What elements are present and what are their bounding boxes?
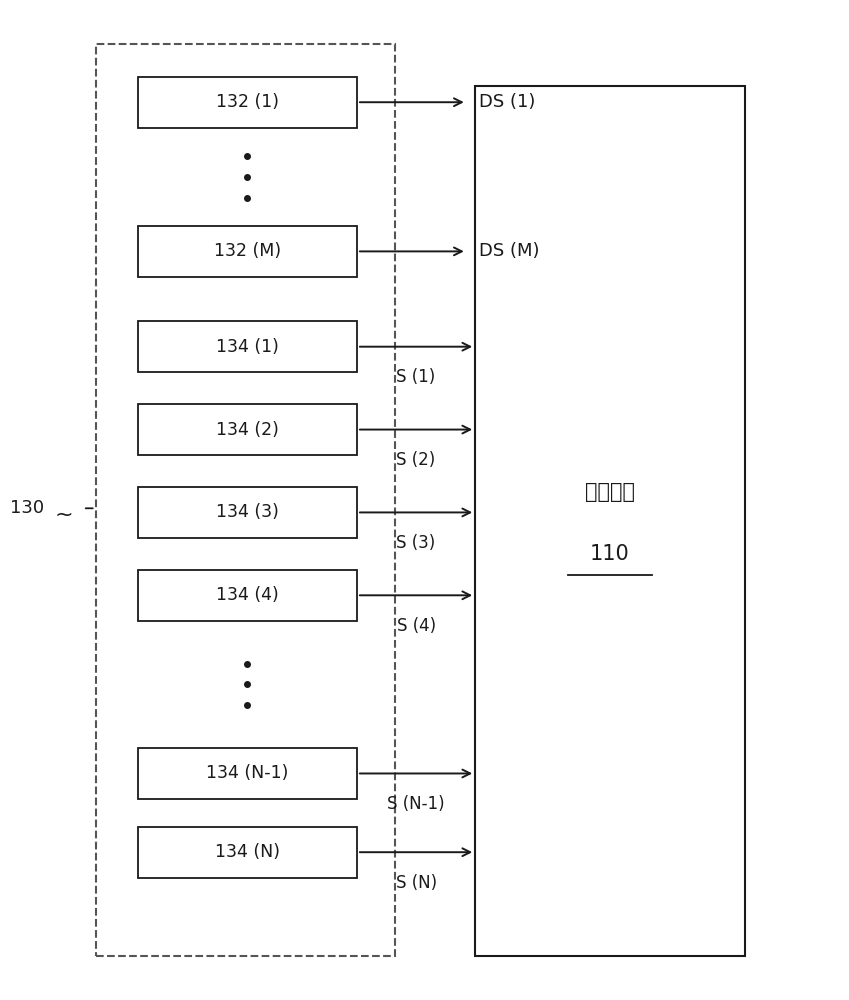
Text: S (2): S (2): [396, 451, 436, 469]
Text: DS (M): DS (M): [480, 242, 540, 260]
Text: S (4): S (4): [396, 617, 436, 635]
Text: S (N-1): S (N-1): [387, 795, 445, 813]
Bar: [138, 404, 357, 455]
Bar: [138, 827, 357, 878]
Text: 134 (N): 134 (N): [215, 843, 280, 861]
Text: DS (1): DS (1): [480, 93, 536, 111]
Bar: [138, 748, 357, 799]
Bar: [138, 226, 357, 277]
Text: 134 (4): 134 (4): [216, 586, 278, 604]
Bar: [475, 86, 745, 956]
Text: 134 (N-1): 134 (N-1): [206, 764, 289, 782]
Text: 130: 130: [9, 499, 43, 517]
Bar: [138, 487, 357, 538]
Text: 132 (1): 132 (1): [216, 93, 278, 111]
Text: 110: 110: [590, 544, 630, 564]
Text: 132 (M): 132 (M): [214, 242, 281, 260]
Text: 134 (1): 134 (1): [216, 338, 278, 356]
Text: 显示面板: 显示面板: [585, 482, 635, 502]
Bar: [138, 321, 357, 372]
Text: S (N): S (N): [396, 874, 436, 892]
Bar: [138, 77, 357, 128]
Text: ~: ~: [54, 505, 73, 525]
Text: 134 (2): 134 (2): [216, 421, 278, 439]
Bar: [138, 570, 357, 621]
Text: S (3): S (3): [396, 534, 436, 552]
Text: S (1): S (1): [396, 368, 436, 386]
Text: 134 (3): 134 (3): [216, 503, 278, 521]
